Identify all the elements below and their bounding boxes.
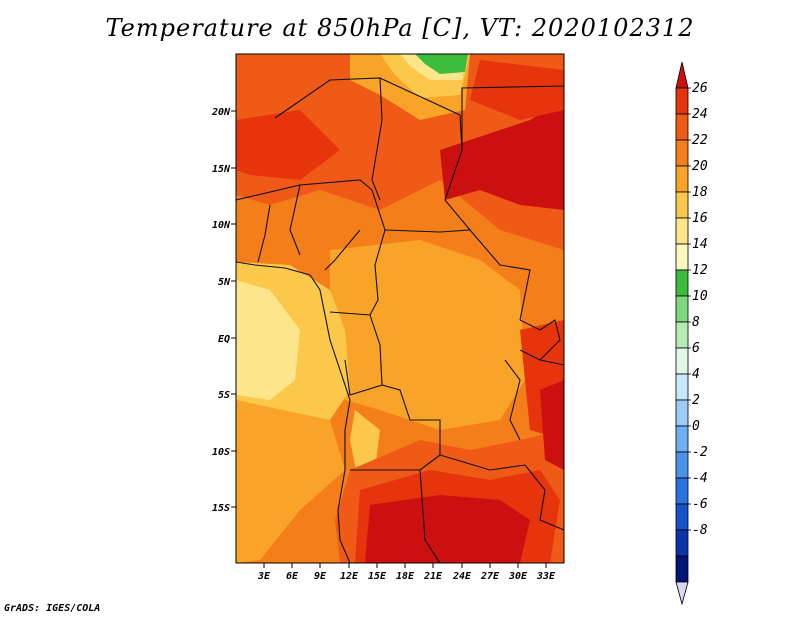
colorbar-segment xyxy=(675,347,689,375)
colorbar-segment xyxy=(675,243,689,271)
colorbar-label: 26 xyxy=(692,81,708,96)
colorbar-label: 24 xyxy=(692,107,708,122)
lon-label: 30E xyxy=(508,571,528,582)
lon-label: 3E xyxy=(257,571,271,582)
colorbar xyxy=(675,61,691,606)
colorbar-segment xyxy=(675,87,689,115)
colorbar-segment xyxy=(675,191,689,219)
lon-label: 27E xyxy=(480,571,500,582)
map-frame xyxy=(235,53,565,564)
lat-label: 10S xyxy=(212,447,230,458)
colorbar-segment xyxy=(675,399,689,427)
colorbar-cap-bottom xyxy=(675,581,689,606)
lon-label: 21E xyxy=(423,571,443,582)
colorbar-segment xyxy=(675,451,689,479)
colorbar-label: 10 xyxy=(692,289,708,304)
lat-label: 20N xyxy=(211,107,231,118)
colorbar-label: -6 xyxy=(692,497,708,512)
lon-label: 18E xyxy=(396,571,415,582)
colorbar-segment xyxy=(675,217,689,245)
colorbar-label: 8 xyxy=(692,315,700,330)
colorbar-segment xyxy=(675,373,689,401)
colorbar-label: 6 xyxy=(692,341,700,356)
lat-label: 5S xyxy=(218,390,230,401)
colorbar-segment xyxy=(675,113,689,141)
colorbar-segment xyxy=(675,321,689,349)
colorbar-label: 0 xyxy=(692,419,700,434)
lat-label: EQ xyxy=(218,334,230,345)
map-title: Temperature at 850hPa [C], VT: 202010231… xyxy=(105,14,695,42)
colorbar-label: 4 xyxy=(692,367,700,382)
colorbar-segment xyxy=(675,555,689,583)
colorbar-segment xyxy=(675,529,689,557)
colorbar-segment xyxy=(675,269,689,297)
colorbar-label: 14 xyxy=(692,237,708,252)
lat-label: 10N xyxy=(212,220,231,231)
colorbar-label: 22 xyxy=(692,133,708,148)
temperature-field xyxy=(236,54,564,563)
colorbar-segment xyxy=(675,139,689,167)
colorbar-cap-top xyxy=(675,61,689,89)
lon-label: 9E xyxy=(314,571,327,582)
lon-label: 6E xyxy=(286,571,299,582)
lat-label: 15S xyxy=(212,503,230,514)
lon-label: 12E xyxy=(340,571,359,582)
lon-label: 33E xyxy=(536,571,556,582)
colorbar-label: 2 xyxy=(692,393,700,408)
credit-text: GrADS: IGES/COLA xyxy=(4,603,101,614)
country-borders xyxy=(236,77,564,563)
lon-label: 15E xyxy=(368,571,387,582)
colorbar-label: 16 xyxy=(692,211,708,226)
colorbar-segment xyxy=(675,165,689,193)
lon-label: 24E xyxy=(452,571,472,582)
colorbar-segment xyxy=(675,425,689,453)
colorbar-segment xyxy=(675,503,689,531)
colorbar-label: 12 xyxy=(692,263,708,278)
colorbar-label: -4 xyxy=(692,471,708,486)
colorbar-label: 18 xyxy=(692,185,708,200)
lat-label: 15N xyxy=(212,164,231,175)
colorbar-label: -8 xyxy=(692,523,708,538)
lat-label: 5N xyxy=(218,277,231,288)
colorbar-label: 20 xyxy=(692,159,708,174)
colorbar-label: -2 xyxy=(692,445,708,460)
colorbar-segment xyxy=(675,477,689,505)
colorbar-segment xyxy=(675,295,689,323)
